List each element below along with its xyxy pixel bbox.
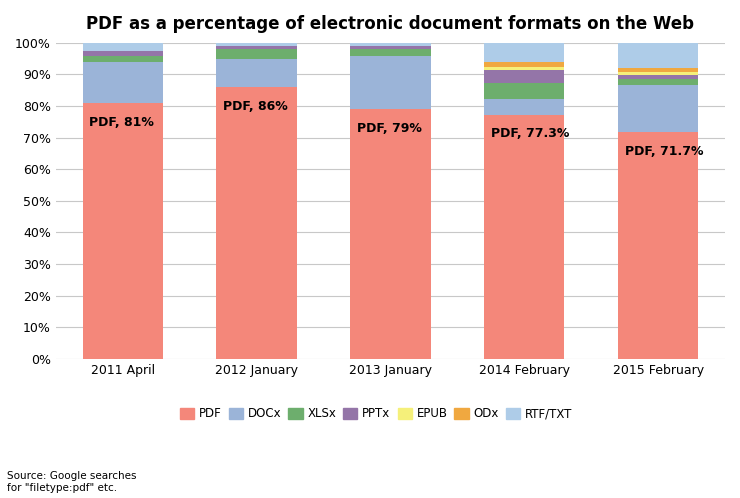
Bar [82, 55, 163, 62]
Bar [216, 87, 297, 359]
Bar [618, 75, 699, 79]
Bar [618, 85, 699, 132]
Bar [82, 62, 163, 103]
Bar [82, 43, 163, 51]
Bar [350, 49, 431, 55]
Legend: PDF, DOCx, XLSx, PPTx, EPUB, ODx, RTF/TXT: PDF, DOCx, XLSx, PPTx, EPUB, ODx, RTF/TX… [175, 403, 577, 425]
Bar [618, 132, 699, 359]
Bar [618, 79, 699, 85]
Bar [350, 46, 431, 49]
Bar [82, 103, 163, 359]
Bar [484, 83, 565, 99]
Title: PDF as a percentage of electronic document formats on the Web: PDF as a percentage of electronic docume… [87, 15, 694, 33]
Bar [484, 99, 565, 115]
Bar [618, 43, 699, 68]
Bar [350, 43, 431, 46]
Bar [82, 51, 163, 55]
Bar [216, 43, 297, 46]
Bar [484, 43, 565, 62]
Bar [216, 46, 297, 49]
Bar [216, 59, 297, 87]
Text: PDF, 77.3%: PDF, 77.3% [491, 127, 569, 140]
Bar [350, 55, 431, 109]
Bar [484, 115, 565, 359]
Text: PDF, 71.7%: PDF, 71.7% [625, 145, 703, 158]
Text: PDF, 81%: PDF, 81% [90, 116, 154, 128]
Bar [350, 109, 431, 359]
Bar [484, 70, 565, 83]
Bar [484, 67, 565, 70]
Text: PDF, 79%: PDF, 79% [357, 122, 422, 135]
Bar [484, 62, 565, 67]
Bar [618, 72, 699, 75]
Text: PDF, 86%: PDF, 86% [223, 100, 288, 113]
Text: Source: Google searches
for "filetype:pdf" etc.: Source: Google searches for "filetype:pd… [7, 472, 137, 493]
Bar [216, 49, 297, 59]
Bar [618, 68, 699, 72]
